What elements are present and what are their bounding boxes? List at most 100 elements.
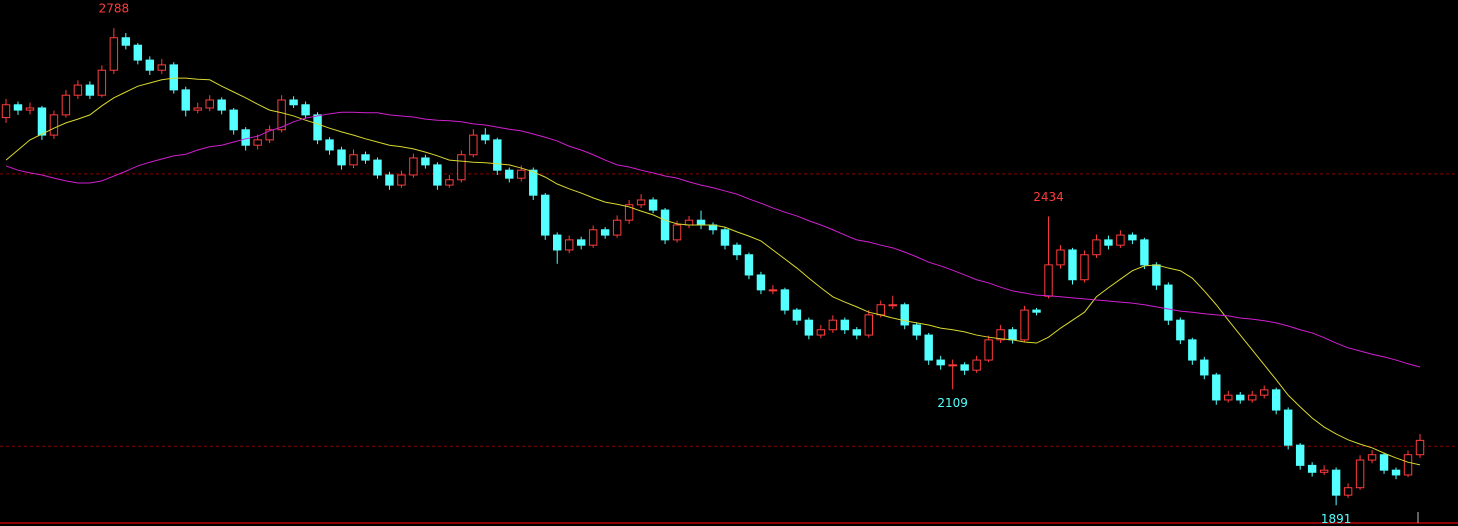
candle-body xyxy=(1295,444,1305,466)
candle-body xyxy=(912,324,921,336)
candle-body xyxy=(1283,409,1293,446)
moving-average-line xyxy=(5,77,1421,466)
candle-body xyxy=(576,239,586,246)
candle-body xyxy=(25,107,35,111)
candle-body xyxy=(1331,469,1341,496)
candle-body xyxy=(1,104,11,119)
candle-body xyxy=(840,319,850,331)
candle-body xyxy=(780,289,790,311)
candle-body xyxy=(660,209,670,241)
candle-body xyxy=(924,334,933,361)
candle-body xyxy=(385,174,394,186)
candle-body xyxy=(1212,374,1221,401)
candle-body xyxy=(1343,487,1353,496)
candle-body xyxy=(1068,249,1077,281)
candle-body xyxy=(1056,249,1065,266)
extreme-label: 1891 xyxy=(1321,512,1352,526)
candle-body xyxy=(888,304,897,307)
extreme-label: 2109 xyxy=(937,396,968,410)
candle-body xyxy=(720,229,730,246)
candle-body xyxy=(337,149,346,166)
candle-body xyxy=(433,164,442,186)
candle-body xyxy=(948,364,957,367)
candle-body xyxy=(97,69,107,96)
candle-body xyxy=(469,134,478,156)
candle-body xyxy=(1176,319,1185,341)
candle-body xyxy=(85,84,95,96)
candle-body xyxy=(936,359,945,366)
candle-body xyxy=(13,104,23,111)
candle-body xyxy=(972,359,981,371)
candle-body xyxy=(253,139,262,146)
candle-body xyxy=(996,329,1005,341)
candle-body xyxy=(1248,394,1257,401)
candle-body xyxy=(1104,239,1113,246)
candle-body xyxy=(109,37,119,71)
candle-body xyxy=(193,107,202,111)
candle-body xyxy=(325,139,334,151)
candle-body xyxy=(1379,454,1389,471)
candle-body xyxy=(133,44,143,61)
candle-body xyxy=(1032,309,1041,313)
candle-body xyxy=(1319,469,1329,473)
candle-body xyxy=(1152,264,1161,286)
candle-body xyxy=(361,154,370,161)
candle-body xyxy=(1391,469,1401,476)
candle-body xyxy=(493,139,502,171)
candle-body xyxy=(1355,459,1365,489)
extreme-label: 2788 xyxy=(99,2,130,16)
candle-body xyxy=(600,229,610,236)
candle-body xyxy=(732,244,742,256)
candle-body xyxy=(804,319,814,336)
candle-body xyxy=(1200,359,1209,376)
candle-body xyxy=(445,179,454,186)
candle-body xyxy=(1224,394,1233,401)
candle-body xyxy=(37,107,47,136)
candle-body xyxy=(529,169,538,196)
candle-body xyxy=(517,169,526,179)
candle-body xyxy=(205,99,214,109)
candle-body xyxy=(588,229,598,246)
candle-body xyxy=(756,274,766,291)
candle-body xyxy=(277,99,286,131)
candle-body xyxy=(864,314,873,336)
candle-body xyxy=(1128,234,1137,241)
candle-body xyxy=(816,329,826,336)
candle-body xyxy=(457,154,466,181)
candle-body xyxy=(229,109,238,131)
candle-body xyxy=(157,64,166,71)
candle-body xyxy=(1367,454,1377,461)
candle-body xyxy=(409,157,418,176)
candle-body xyxy=(792,309,802,321)
candle-body xyxy=(1188,339,1197,361)
candle-body xyxy=(1080,254,1089,281)
candle-body xyxy=(900,304,909,326)
candle-body xyxy=(73,84,83,96)
candle-body xyxy=(1020,309,1029,341)
moving-average-line xyxy=(5,111,1421,368)
candle-body xyxy=(876,304,885,316)
candle-body xyxy=(1044,264,1053,297)
candle-body xyxy=(768,289,778,292)
candle-body xyxy=(61,94,71,116)
candle-body xyxy=(181,89,190,111)
candle-body xyxy=(301,104,310,116)
candle-body xyxy=(1271,389,1281,411)
candle-body xyxy=(624,204,634,221)
candle-body xyxy=(564,239,574,251)
candle-body xyxy=(1403,454,1413,476)
candle-body xyxy=(696,219,706,226)
candle-body xyxy=(636,199,646,206)
candle-body xyxy=(289,99,298,106)
candle-body xyxy=(349,154,358,166)
candle-body xyxy=(1116,234,1125,246)
candle-body xyxy=(612,219,622,236)
candle-body xyxy=(241,129,250,146)
candle-body xyxy=(1140,239,1149,266)
candle-body xyxy=(421,157,430,166)
candle-body xyxy=(1415,439,1425,456)
candle-body xyxy=(49,114,59,136)
candle-body xyxy=(648,199,658,211)
candle-body xyxy=(217,99,226,111)
